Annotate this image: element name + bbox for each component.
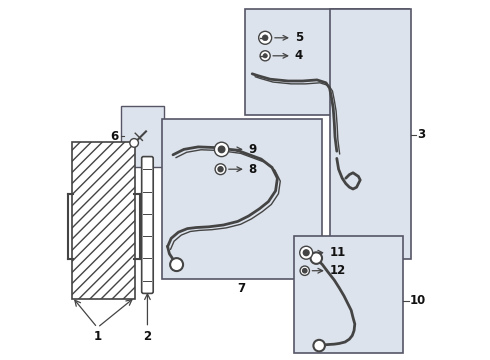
- Bar: [294, 236, 403, 353]
- Bar: [330, 9, 411, 259]
- Bar: [121, 106, 164, 167]
- Circle shape: [303, 250, 309, 256]
- Text: 6: 6: [110, 130, 118, 143]
- Text: 2: 2: [144, 330, 151, 343]
- Circle shape: [170, 258, 183, 271]
- Circle shape: [130, 139, 139, 147]
- Circle shape: [215, 164, 226, 175]
- Circle shape: [215, 142, 229, 157]
- Text: 5: 5: [275, 31, 303, 44]
- Circle shape: [263, 54, 268, 58]
- Bar: [162, 119, 322, 279]
- Circle shape: [303, 269, 307, 273]
- Circle shape: [300, 246, 313, 259]
- Text: 10: 10: [410, 294, 426, 307]
- Circle shape: [218, 167, 223, 172]
- Text: 7: 7: [237, 282, 245, 294]
- Text: 1: 1: [93, 330, 101, 343]
- Circle shape: [262, 35, 268, 41]
- Circle shape: [219, 146, 225, 153]
- Text: 12: 12: [312, 264, 346, 277]
- Text: 9: 9: [232, 143, 257, 156]
- Circle shape: [259, 31, 271, 44]
- Text: 4: 4: [273, 49, 303, 62]
- Circle shape: [300, 266, 310, 275]
- Bar: [72, 142, 135, 299]
- Text: 11: 11: [316, 246, 346, 259]
- Bar: [245, 9, 409, 115]
- Text: 8: 8: [229, 163, 257, 176]
- Circle shape: [314, 340, 325, 351]
- Circle shape: [260, 51, 270, 61]
- FancyBboxPatch shape: [142, 157, 153, 293]
- Circle shape: [311, 252, 322, 264]
- Text: 3: 3: [417, 129, 425, 141]
